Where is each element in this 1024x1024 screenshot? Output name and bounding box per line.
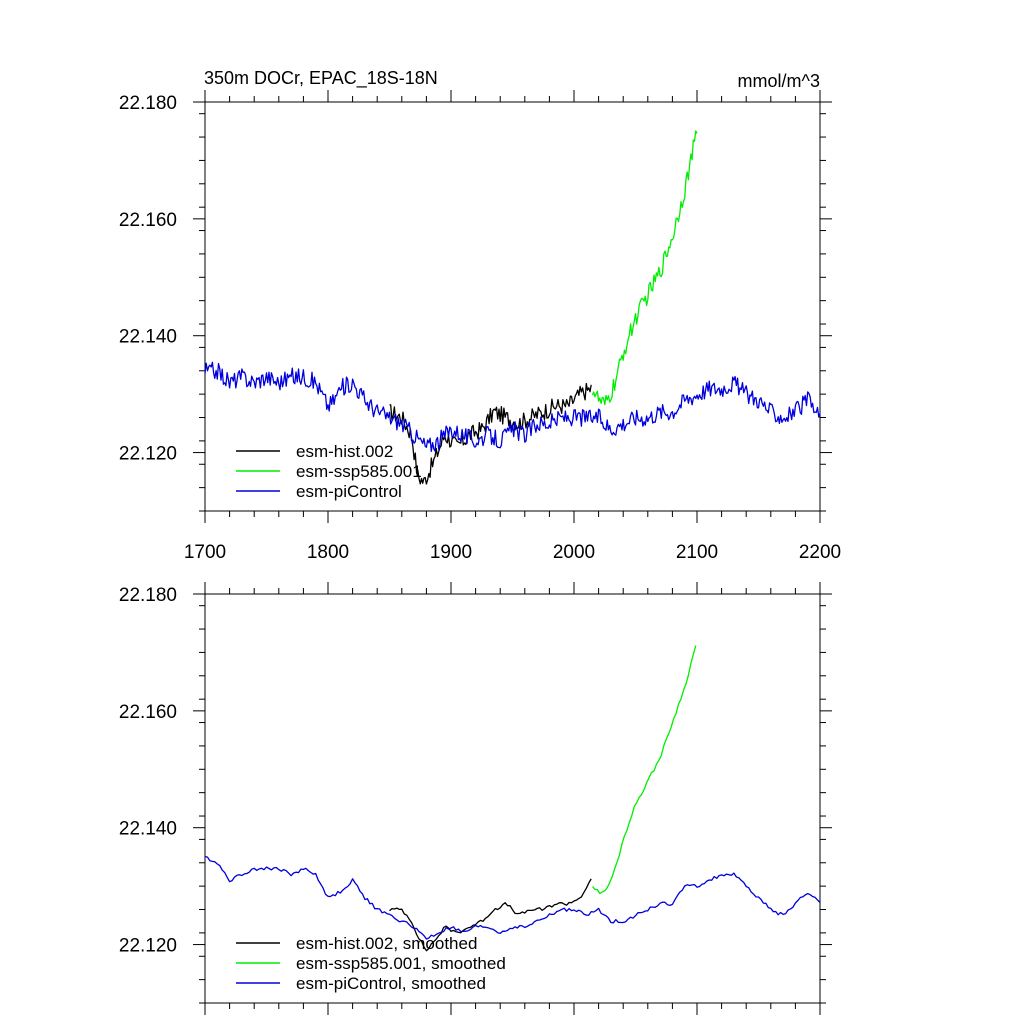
x-tick-label: 1700	[184, 542, 226, 563]
y-tick-label: 22.120	[119, 936, 177, 957]
legend-label: esm-piControl, smoothed	[296, 974, 486, 993]
y-tick-label: 22.120	[119, 444, 177, 465]
plot-frame	[204, 593, 821, 1004]
legend-label: esm-piControl	[296, 482, 402, 501]
series-line	[204, 361, 821, 452]
y-tick-label: 22.180	[119, 585, 177, 606]
y-tick-label: 22.180	[119, 93, 177, 114]
bottom-series	[204, 645, 821, 952]
legend-label: esm-hist.002, smoothed	[296, 934, 477, 953]
bottom-axes: 22.120 22.140 22.160 22.180	[119, 582, 832, 1015]
legend-label: esm-ssp585.001, smoothed	[296, 954, 506, 973]
plot-frame	[204, 101, 821, 512]
x-tick-label: 2100	[676, 542, 718, 563]
y-tick-label: 22.140	[119, 819, 177, 840]
series-line	[389, 382, 592, 485]
y-tick-label: 22.140	[119, 327, 177, 348]
series-line	[592, 645, 697, 895]
series-line	[204, 855, 821, 940]
x-tick-label: 1900	[430, 542, 472, 563]
x-tick-label: 1800	[307, 542, 349, 563]
top-series	[204, 130, 821, 485]
bottom-panel: 22.120 22.140 22.160 22.180 esm-hist.002, s…	[119, 582, 832, 1015]
y-tick-label: 22.160	[119, 210, 177, 231]
legend-label: esm-ssp585.001	[296, 462, 422, 481]
x-tick-label: 2000	[553, 542, 595, 563]
units-label: mmol/m^3	[738, 71, 820, 91]
top-axes: 22.120 22.140 22.160 22.180 1700 1800 1900 2000…	[119, 90, 841, 563]
legend-label: esm-hist.002	[296, 442, 393, 461]
top-panel: 350m DOCr, EPAC_18S-18N mmol/m^3 22.1202…	[119, 68, 841, 563]
y-tick-label: 22.160	[119, 702, 177, 723]
series-line	[591, 130, 698, 406]
chart-title: 350m DOCr, EPAC_18S-18N	[204, 68, 438, 89]
series-line	[389, 878, 592, 952]
x-tick-label: 2200	[799, 542, 841, 563]
